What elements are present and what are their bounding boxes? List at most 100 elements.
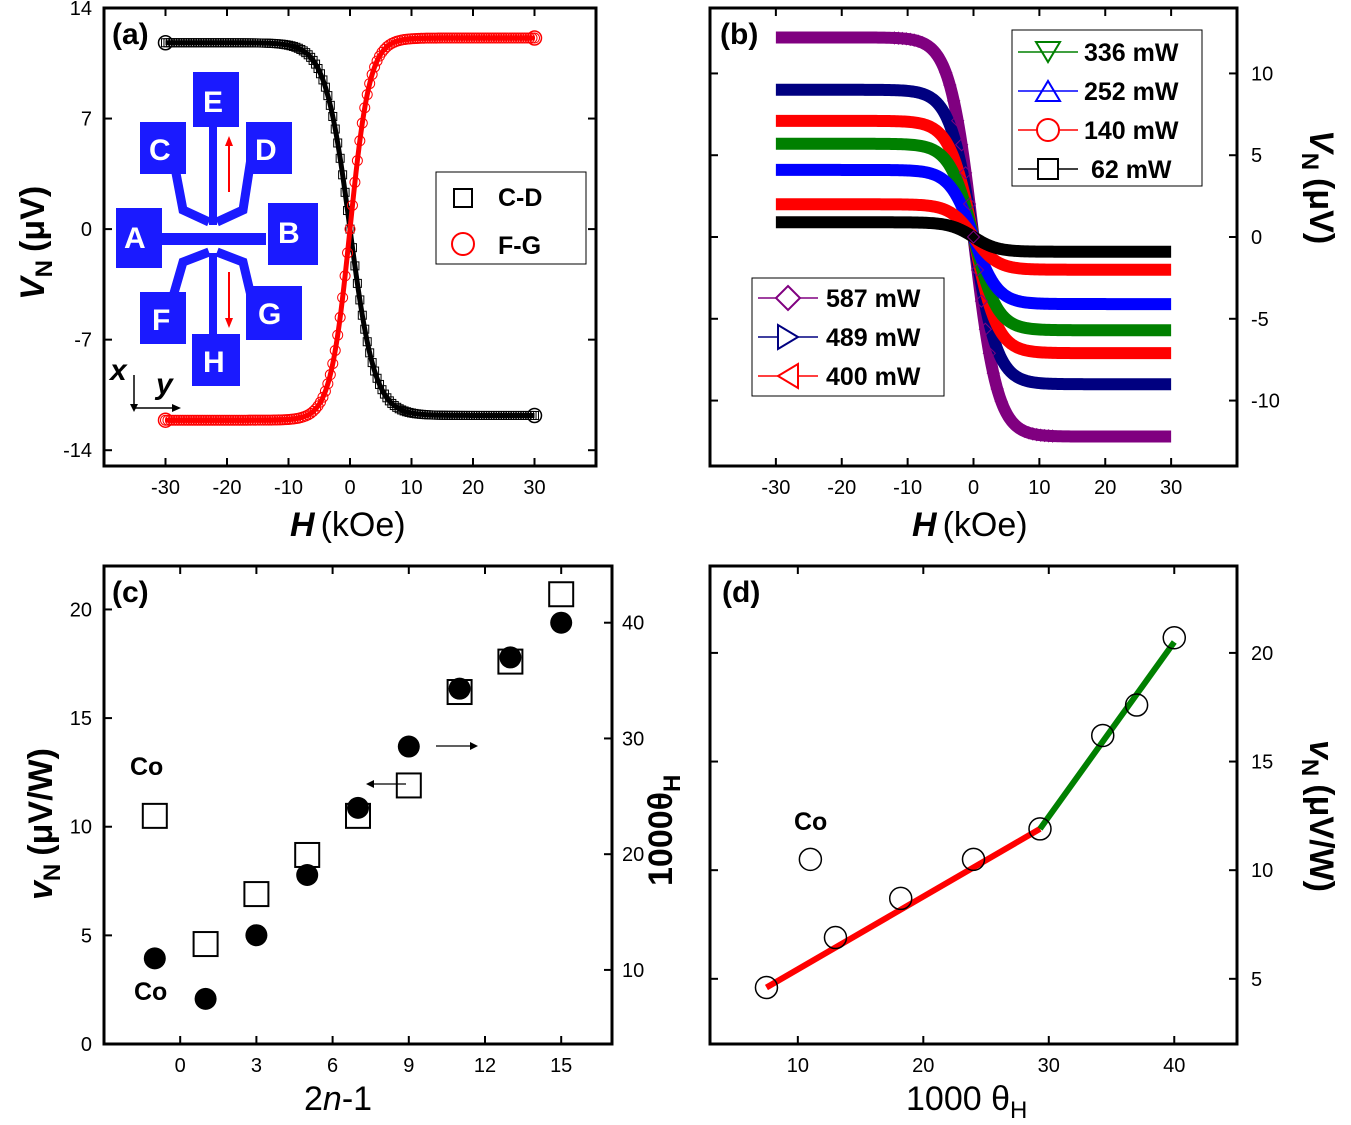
panel-b-xtick-label: -20 xyxy=(827,477,856,499)
axis-y-arrow-head xyxy=(172,404,181,412)
panel-a-point-cd xyxy=(286,41,296,51)
legend-140-label: 140 mW xyxy=(1084,117,1179,145)
panel-c-xtick-label: 12 xyxy=(474,1055,496,1077)
panel-a-xtick-label: 20 xyxy=(462,477,484,499)
pad-f-label: F xyxy=(152,304,170,337)
panel-c-square-point xyxy=(294,841,321,868)
panel-a-point-cd xyxy=(382,393,392,403)
panel-a-point-cd xyxy=(399,406,409,416)
panel-a-point-fg xyxy=(339,270,351,282)
legend-587-marker xyxy=(774,284,802,312)
panel-b-xtick-label: -30 xyxy=(761,477,790,499)
axis-y-label: y xyxy=(154,368,174,401)
panel-c-ticks: 0 3 6 9 12 15 0 5 10 15 20 10 20 30 40 xyxy=(70,566,644,1077)
panel-b-point-587 xyxy=(970,263,985,277)
panel-a-point-cd xyxy=(306,52,316,62)
schematic-wire-f xyxy=(167,247,211,302)
panel-a-point-cd xyxy=(338,170,348,180)
panel-a-point-cd xyxy=(357,310,367,320)
panel-a-point-fg xyxy=(361,89,373,101)
panel-d-point xyxy=(888,886,913,911)
panel-d-point xyxy=(961,847,986,872)
panel-a-ticks: -30 -20 -10 0 10 20 30 14 7 0 -7 -14 xyxy=(63,0,596,499)
panel-b-point-587 xyxy=(919,37,933,52)
panel-b-point-587 xyxy=(1018,424,1032,439)
panel-a-ytick-label: 14 xyxy=(70,0,92,20)
panel-a-point-cd xyxy=(335,153,345,163)
panel-c-xtick-label: 15 xyxy=(550,1055,572,1077)
panel-b-point-587 xyxy=(974,294,989,308)
legend-62-marker xyxy=(1037,158,1059,180)
panel-c-ytick-label: 20 xyxy=(70,599,92,621)
panel-b-point-587 xyxy=(935,56,949,71)
pad-d-label: D xyxy=(255,134,277,167)
panel-c-circle-point xyxy=(296,864,319,887)
panel-a-point-fg xyxy=(317,391,329,403)
legend-cd-label: C-D xyxy=(498,184,542,212)
panel-a-point-cd xyxy=(301,48,311,58)
panel-a-point-cd xyxy=(352,278,362,288)
pad-g xyxy=(246,286,302,340)
panel-b-point-587 xyxy=(895,31,910,46)
panel-d-point xyxy=(798,847,823,872)
pad-c xyxy=(140,122,186,174)
panel-c-square-point xyxy=(243,881,270,908)
panel-a-point-fg xyxy=(529,32,540,44)
panel-c-xtick-label: 3 xyxy=(251,1055,262,1077)
legend-400-label: 400 mW xyxy=(826,363,921,391)
panel-c-circle-point xyxy=(143,947,166,970)
panel-d-y2label: vN(μV/W) xyxy=(1296,740,1340,892)
panel-a-point-fg xyxy=(349,176,361,188)
panel-c-y2tick-label: 30 xyxy=(622,728,644,750)
panel-a-point-fg xyxy=(346,199,358,211)
panel-b-series xyxy=(771,31,1176,443)
panel-c-arrow-right-head xyxy=(470,742,478,750)
panel-c-series xyxy=(141,581,575,1010)
panel-a-point-fg xyxy=(521,32,533,44)
legend-400-marker xyxy=(776,362,799,390)
panel-a-point-cd xyxy=(350,261,360,271)
panel-a-ytick-label: -7 xyxy=(74,330,92,352)
panel-a-point-fg xyxy=(366,68,378,80)
panel-b-ytick-label: 5 xyxy=(1251,145,1262,167)
panel-b-point-587 xyxy=(966,230,981,244)
panel-a-point-cd xyxy=(333,138,343,148)
panel-c-circle-point xyxy=(245,924,268,947)
panel-a-xtick-label: 30 xyxy=(523,477,545,499)
panel-b: -30 -20 -10 0 10 20 30 10 5 0 -5 -10 (b) H (kOe) VN(… xyxy=(708,6,1340,544)
schematic-wire-e xyxy=(209,125,217,225)
panel-c-arrow-left-head xyxy=(366,780,374,788)
panel-d-xtick-label: 40 xyxy=(1163,1055,1185,1077)
panel-a-series xyxy=(157,30,543,428)
panel-a-point-cd xyxy=(288,41,298,51)
panel-b-point-587 xyxy=(1002,410,1016,425)
panel-b-point-587 xyxy=(950,113,965,128)
panel-a-point-fg xyxy=(359,102,371,114)
panel-c-square-point xyxy=(548,581,575,608)
panel-c-ytick-label: 15 xyxy=(70,708,92,730)
panel-a-point-fg xyxy=(369,61,381,73)
panel-a-point-cd xyxy=(323,91,333,101)
panel-a-point-cd xyxy=(284,40,293,50)
panel-d-frame xyxy=(708,564,1239,1046)
panel-c: 0 3 6 9 12 15 0 5 10 15 20 10 20 30 40 (c) 2n-1 vN(μV/… xyxy=(22,564,686,1118)
panel-b-point-587 xyxy=(990,382,1004,396)
panel-a-xtick-label: 10 xyxy=(400,477,422,499)
legend-587-label: 587 mW xyxy=(826,285,921,313)
panel-a-xtick-label: -20 xyxy=(213,477,242,499)
panel-d-fit-line-1 xyxy=(1037,640,1177,831)
panel-b-point-587 xyxy=(994,394,1008,408)
panel-b-point-587 xyxy=(998,403,1012,418)
panel-a-point-cd xyxy=(318,75,328,85)
panel-c-circle-point xyxy=(550,611,573,634)
panel-a-ytick-label: 7 xyxy=(81,109,92,131)
pad-g-label: G xyxy=(258,298,281,331)
panel-c-circle-point xyxy=(448,677,471,700)
panel-d-fit-line-0 xyxy=(764,826,1042,991)
panel-c-xtick-label: 0 xyxy=(175,1055,186,1077)
panel-d: 10 20 30 40 5 10 15 20 (d) 1000 θH vN(μV/W) Co xyxy=(708,564,1340,1124)
panel-b-ticks: -30 -20 -10 0 10 20 30 10 5 0 -5 -10 xyxy=(710,8,1280,499)
panel-b-ytick-label: -5 xyxy=(1251,309,1269,331)
panel-a-point-cd xyxy=(340,187,350,197)
